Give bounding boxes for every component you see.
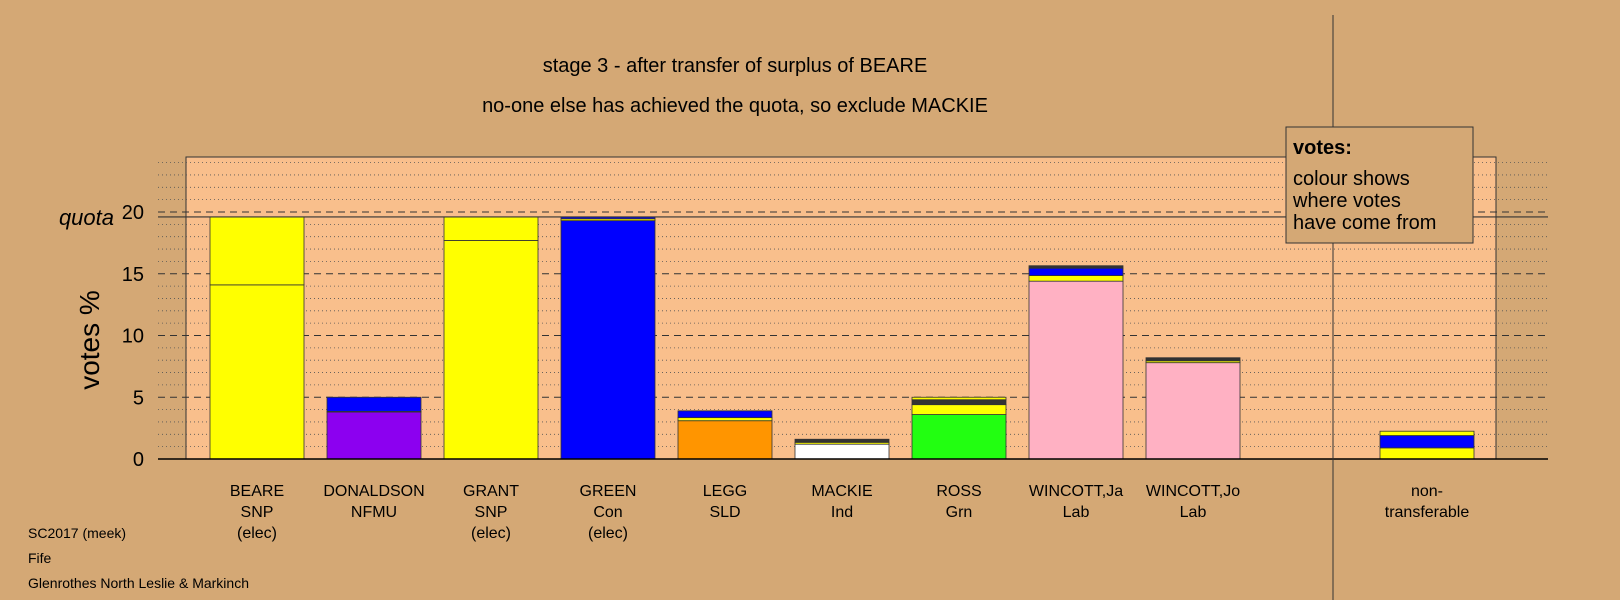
x-tick-label: Ind [831, 504, 853, 521]
legend-line: where votes [1292, 190, 1401, 212]
quota-label: quota [59, 205, 114, 230]
y-tick-label: 10 [122, 326, 144, 348]
bar-wincott-ja-segment [1028, 267, 1124, 277]
footer-council: Fife [28, 550, 52, 566]
x-tick-label: NFMU [351, 504, 397, 521]
x-tick-label: GRANT [463, 483, 519, 500]
x-tick-label: ROSS [936, 483, 981, 500]
x-tick-label: Con [593, 504, 622, 521]
bar-grant-segment [443, 240, 539, 460]
x-tick-label: BEARE [230, 483, 284, 500]
bar-mackie-segment [794, 443, 890, 460]
bar-wincott-ja-segment [1028, 280, 1124, 460]
x-tick-label: Lab [1180, 504, 1207, 521]
chart-title: stage 3 - after transfer of surplus of B… [543, 55, 928, 77]
x-tick-label: GREEN [580, 483, 637, 500]
bar-wincott-ja-segment [1028, 275, 1124, 282]
bar-ross-segment [911, 414, 1007, 460]
x-tick-label: MACKIE [811, 483, 872, 500]
x-tick-label: (elec) [237, 525, 277, 542]
x-tick-label: SNP [475, 504, 508, 521]
bar-grant-segment [443, 216, 539, 241]
bar-ross-segment [911, 396, 1007, 401]
x-tick-label: DONALDSON [323, 483, 424, 500]
x-tick-label: Grn [946, 504, 973, 521]
x-tick-label: SNP [241, 504, 274, 521]
x-tick-label: non- [1411, 483, 1443, 500]
x-tick-label: SLD [709, 504, 740, 521]
bar-green-segment [560, 220, 656, 460]
chart-subtitle: no-one else has achieved the quota, so e… [482, 95, 988, 117]
y-tick-label: 0 [133, 449, 144, 471]
legend-line: have come from [1293, 212, 1436, 234]
bar-legg-segment [677, 420, 773, 460]
legend-line: colour shows [1293, 168, 1410, 190]
x-tick-label: (elec) [471, 525, 511, 542]
bar-donaldson-segment [326, 411, 422, 460]
bar-donaldson-segment [326, 396, 422, 412]
legend-title: votes: [1293, 137, 1352, 159]
bar-wincott-jo-segment [1145, 362, 1241, 460]
bar-legg-segment [677, 410, 773, 419]
x-tick-label: transferable [1385, 504, 1470, 521]
x-tick-label: LEGG [703, 483, 747, 500]
bar-ross-segment [911, 404, 1007, 415]
footer-election: SC2017 (meek) [28, 525, 127, 541]
bar-beare-segment [209, 284, 305, 460]
bar-wincott-jo-segment [1145, 357, 1241, 362]
y-tick-label: 20 [122, 202, 144, 224]
bar-nontransferable-segment [1379, 435, 1475, 449]
x-tick-label: WINCOTT,Ja [1029, 483, 1123, 500]
x-tick-label: WINCOTT,Jo [1146, 483, 1240, 500]
legend-box [1285, 126, 1474, 244]
footer-ward: Glenrothes North Leslie & Markinch [28, 575, 249, 591]
y-tick-label: 15 [122, 264, 144, 286]
bar-ross-segment [911, 399, 1007, 406]
bar-mackie-segment [794, 438, 890, 443]
bar-legg-segment [677, 417, 773, 422]
y-tick-label: 5 [133, 387, 144, 409]
bar-beare-segment [209, 216, 305, 286]
y-axis-title: votes % [74, 290, 105, 390]
bar-wincott-ja-segment [1028, 265, 1124, 269]
x-tick-label: Lab [1063, 504, 1090, 521]
bar-nontransferable-segment [1379, 447, 1475, 460]
x-tick-label: (elec) [588, 525, 628, 542]
bar-nontransferable-segment [1379, 430, 1475, 436]
